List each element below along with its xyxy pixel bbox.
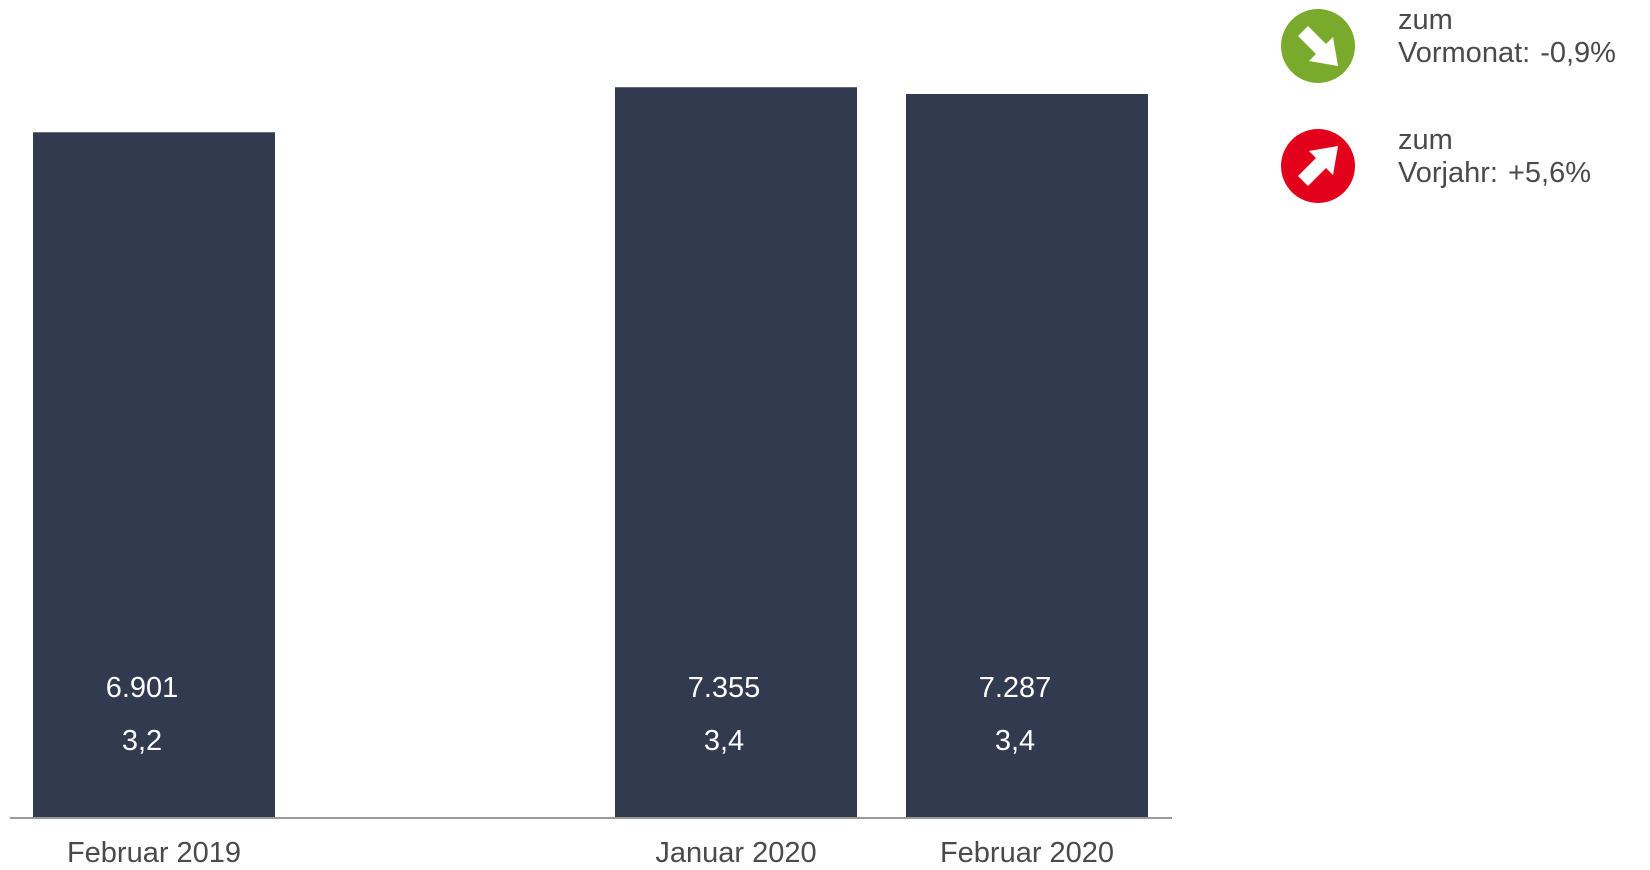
bar-chart: 6.901 3,2 Februar 2019 7.355 3,4 Januar 2020 7… <box>10 87 1172 869</box>
bar-secondary-label: 3,4 <box>995 725 1035 757</box>
legend-month-value: -0,9% <box>1540 37 1616 69</box>
bar <box>906 93 1148 817</box>
x-tick-label: Februar 2020 <box>940 837 1114 869</box>
bar <box>33 132 275 818</box>
bar-value-label: 6.901 <box>106 672 179 704</box>
bar-secondary-label: 3,4 <box>704 725 744 757</box>
bars-group <box>33 87 1148 818</box>
legend-year-line1: zum <box>1398 124 1453 156</box>
legend-month-line1: zum <box>1398 4 1453 36</box>
bar-secondary-label: 3,2 <box>122 725 162 757</box>
arrow-down-right-icon <box>1281 9 1355 83</box>
labels-group: 6.901 3,2 Februar 2019 7.355 3,4 Januar 2020 7… <box>67 672 1114 869</box>
bar <box>615 87 857 817</box>
legend-year-label: Vorjahr: <box>1398 157 1498 189</box>
arrow-up-right-icon <box>1281 129 1355 203</box>
x-tick-label: Januar 2020 <box>655 837 816 869</box>
x-tick-label: Februar 2019 <box>67 837 241 869</box>
bar-value-label: 7.355 <box>688 672 761 704</box>
legend-month-label: Vormonat: <box>1398 37 1531 69</box>
bar-value-label: 7.287 <box>979 672 1052 704</box>
legend-year-value: +5,6% <box>1507 157 1591 189</box>
